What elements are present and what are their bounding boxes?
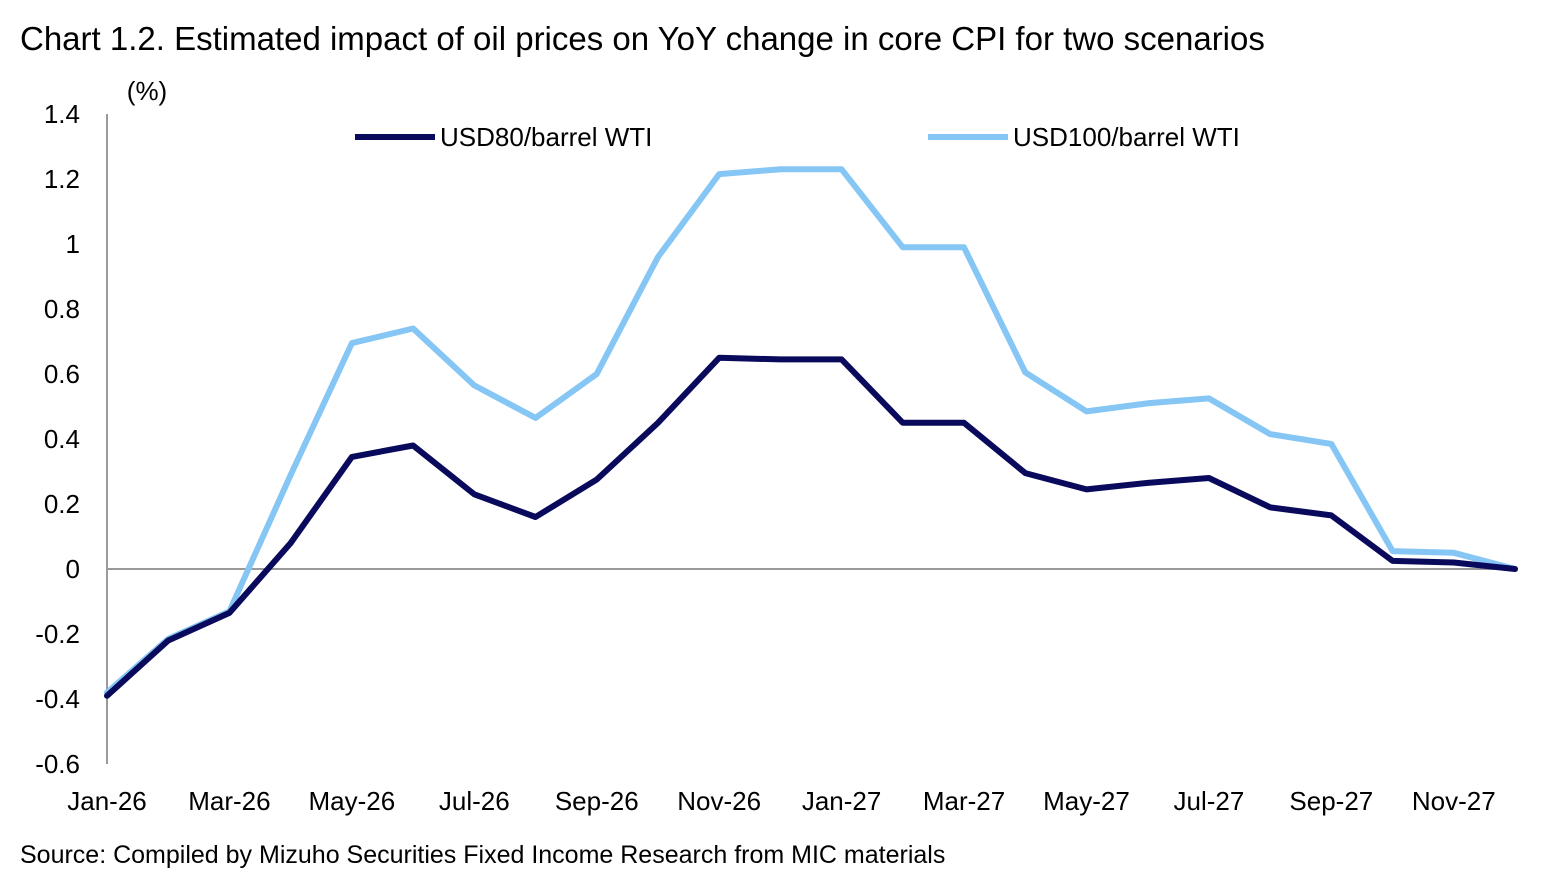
x-tick-label: Sep-26 <box>555 786 639 816</box>
x-tick-label: Mar-27 <box>923 786 1005 816</box>
y-tick-label: 1 <box>66 229 80 259</box>
x-tick-label: Mar-26 <box>188 786 270 816</box>
y-tick-label: 0.4 <box>44 424 80 454</box>
legend: USD80/barrel WTI USD100/barrel WTI <box>355 122 1240 152</box>
x-tick-label: Jul-27 <box>1173 786 1244 816</box>
x-tick-label: Nov-26 <box>677 786 761 816</box>
x-tick-label: May-27 <box>1043 786 1130 816</box>
y-tick-label: 0.2 <box>44 489 80 519</box>
series-line-usd100 <box>104 166 1518 696</box>
x-tick-label: Nov-27 <box>1412 786 1496 816</box>
legend-label-usd80: USD80/barrel WTI <box>440 122 652 152</box>
chart-title: Chart 1.2. Estimated impact of oil price… <box>20 20 1265 57</box>
series-group <box>104 166 1518 699</box>
x-tick-label: May-26 <box>309 786 396 816</box>
y-tick-label: 1.2 <box>44 164 80 194</box>
x-tick-label: Sep-27 <box>1289 786 1373 816</box>
source-note: Source: Compiled by Mizuho Securities Fi… <box>20 841 946 869</box>
y-axis-unit-label: (%) <box>127 76 167 106</box>
y-tick-label: 1.4 <box>44 99 80 129</box>
legend-label-usd100: USD100/barrel WTI <box>1013 122 1240 152</box>
x-tick-label: Jul-26 <box>439 786 510 816</box>
axes-group: -0.6 -0.4 -0.2 0 0.2 0.4 0.6 0.8 1 1.2 1.4 Jan-26 Ma… <box>35 99 1515 816</box>
y-tick-label: 0.6 <box>44 359 80 389</box>
y-tick-label: -0.4 <box>35 684 80 714</box>
x-tick-label: Jan-26 <box>67 786 147 816</box>
x-tick-label: Jan-27 <box>802 786 882 816</box>
y-tick-label: -0.2 <box>35 619 80 649</box>
y-tick-label: 0.8 <box>44 294 80 324</box>
series-line-usd80 <box>104 354 1518 699</box>
y-tick-label: -0.6 <box>35 749 80 779</box>
y-tick-label: 0 <box>66 554 80 584</box>
